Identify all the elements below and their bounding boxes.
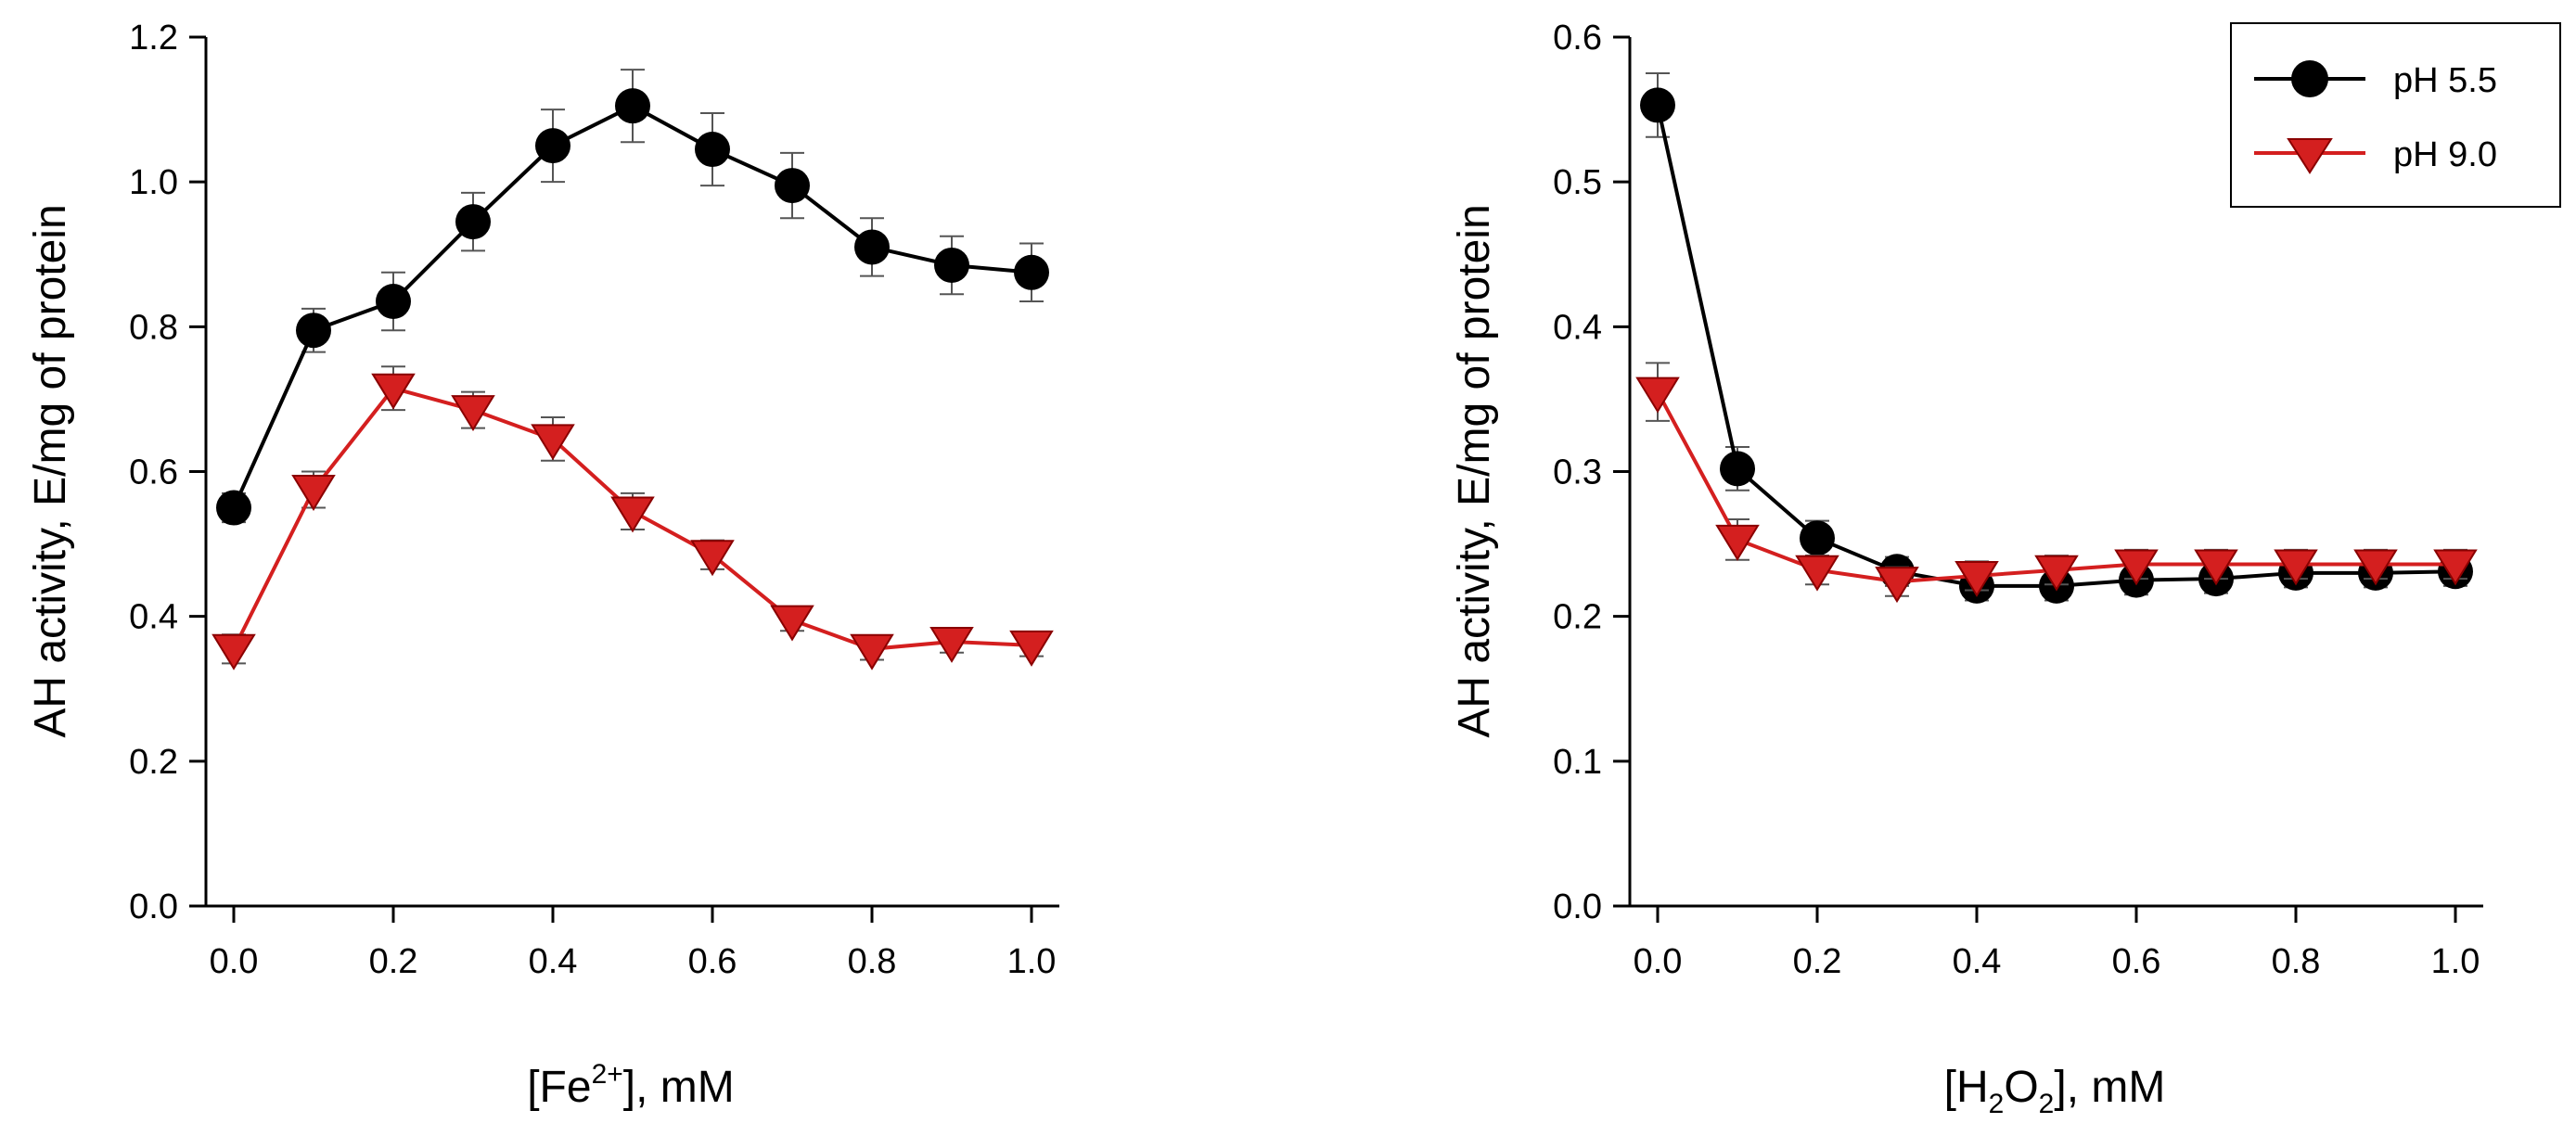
left-series-ph90-point — [610, 496, 655, 533]
left-x-tick-label: 0.2 — [369, 942, 418, 981]
right-series-ph90-point — [2034, 555, 2079, 592]
left-y-axis-label: AH activity, E/mg of protein — [26, 204, 75, 737]
left-x-tick-label: 0.0 — [210, 942, 259, 981]
left-y-tick-label: 0.8 — [129, 308, 178, 347]
left-series-ph55-point — [695, 132, 730, 168]
left-series-ph90-point — [929, 626, 974, 663]
left-series-ph90-point — [451, 395, 495, 432]
left-y-ticks: 0.0 0.2 0.4 0.6 0.8 1.0 1.2 — [129, 19, 206, 926]
right-series-ph55-point — [1640, 87, 1675, 123]
left-series-ph55-point — [535, 128, 570, 164]
left-series-ph90-point — [1009, 630, 1054, 667]
legend-marker-ph55 — [2291, 60, 2328, 97]
legend-label-ph90: pH 9.0 — [2393, 135, 2497, 174]
left-x-tick-label: 0.4 — [529, 942, 578, 981]
left-x-axis-label: [Fe2+], mM — [527, 1059, 735, 1112]
left-x-tick-label: 1.0 — [1007, 942, 1057, 981]
right-x-label-post: ], mM — [2054, 1063, 2165, 1112]
right-series-ph90-point — [1954, 560, 1999, 597]
legend-box — [2230, 22, 2561, 208]
legend-marker-ph90 — [2287, 138, 2333, 174]
right-x-tick-label: 1.0 — [2431, 942, 2480, 981]
right-y-tick-label: 0.2 — [1553, 598, 1602, 637]
right-series-ph55-point — [1800, 520, 1835, 556]
left-series-ph55-point — [455, 204, 491, 240]
right-series-ph90-point — [1875, 567, 1919, 604]
right-series-group — [1635, 72, 2478, 604]
right-series-ph90-point — [1715, 524, 1760, 561]
left-series-ph90-point — [850, 633, 894, 670]
left-x-ticks: 0.0 0.2 0.4 0.6 0.8 1.0 — [210, 906, 1057, 981]
left-y-tick-label: 0.2 — [129, 743, 178, 782]
right-x-label-subscript-2: 2 — [2039, 1089, 2055, 1119]
right-y-tick-label: 0.1 — [1553, 743, 1602, 782]
right-series-ph90-point — [1795, 555, 1839, 592]
right-x-label-pre: [H — [1944, 1063, 1989, 1112]
left-series-ph90-point — [291, 475, 336, 511]
left-x-tick-label: 0.6 — [688, 942, 737, 981]
right-series-ph90 — [1635, 362, 2478, 604]
right-x-tick-label: 0.6 — [2112, 942, 2161, 981]
right-y-tick-label: 0.3 — [1553, 453, 1602, 492]
left-series-ph55-point — [1014, 254, 1049, 290]
left-y-tick-label: 0.4 — [129, 598, 178, 637]
right-x-tick-label: 0.4 — [1953, 942, 2002, 981]
left-series-group — [211, 69, 1054, 670]
right-y-tick-label: 0.5 — [1553, 163, 1602, 202]
right-series-ph55-point — [1720, 451, 1755, 487]
left-x-label-post: ], mM — [623, 1063, 735, 1112]
right-y-tick-label: 0.0 — [1553, 887, 1602, 926]
left-series-ph55-point — [934, 247, 969, 283]
left-series-ph55-point — [376, 284, 411, 320]
left-series-ph55-point — [854, 229, 890, 265]
left-y-tick-label: 1.2 — [129, 19, 178, 57]
right-series-ph90-point — [2274, 549, 2318, 586]
left-series-ph55 — [216, 69, 1049, 526]
left-series-ph90-point — [531, 424, 575, 461]
right-y-tick-label: 0.6 — [1553, 19, 1602, 57]
right-series-ph90-point — [2353, 549, 2398, 586]
right-series-ph90-point — [1635, 377, 1680, 414]
left-series-ph55-point — [775, 168, 810, 204]
left-y-tick-label: 1.0 — [129, 163, 178, 202]
right-y-tick-label: 0.4 — [1553, 308, 1602, 347]
left-series-ph90 — [211, 365, 1054, 670]
left-series-ph90-point — [690, 540, 735, 577]
right-y-axis-label: AH activity, E/mg of protein — [1450, 204, 1499, 737]
left-series-ph55-line — [232, 103, 1032, 509]
right-chart-panel: 0.0 0.1 0.2 0.3 0.4 0.5 0.6 0.0 0.2 0.4 0.6 0.8 1.0… — [1450, 19, 2561, 1119]
left-series-ph55-point — [216, 490, 251, 526]
left-series-ph55-point — [296, 313, 331, 349]
left-chart-panel: 0.0 0.2 0.4 0.6 0.8 1.0 1.2 0.0 0.2 0.4 0.6 0.8 1.0… — [26, 19, 1059, 1112]
right-x-axis-label: [H2O2], mM — [1944, 1063, 2166, 1119]
left-y-tick-label: 0.6 — [129, 453, 178, 492]
right-series-ph90-point — [2433, 549, 2478, 586]
right-series-ph90-point — [2114, 549, 2159, 586]
right-x-label-mid: O — [2004, 1063, 2038, 1112]
right-x-ticks: 0.0 0.2 0.4 0.6 0.8 1.0 — [1634, 906, 2480, 981]
legend: pH 5.5 pH 9.0 — [2230, 22, 2561, 208]
left-x-tick-label: 0.8 — [848, 942, 897, 981]
legend-label-ph55: pH 5.5 — [2393, 61, 2497, 100]
right-x-tick-label: 0.8 — [2272, 942, 2321, 981]
left-x-label-superscript: 2+ — [592, 1059, 623, 1090]
left-series-ph90-point — [770, 605, 814, 642]
left-series-ph90-point — [211, 633, 256, 670]
left-x-label-pre: [Fe — [527, 1063, 591, 1112]
left-series-ph55-point — [615, 88, 650, 124]
right-x-tick-label: 0.0 — [1634, 942, 1683, 981]
right-x-tick-label: 0.2 — [1793, 942, 1842, 981]
right-y-ticks: 0.0 0.1 0.2 0.3 0.4 0.5 0.6 — [1553, 19, 1630, 926]
right-series-ph90-point — [2194, 549, 2238, 586]
right-series-ph90-line — [1656, 390, 2455, 584]
legend-entry-ph90: pH 9.0 — [2254, 135, 2497, 174]
left-series-ph90-point — [371, 373, 416, 410]
legend-entry-ph55: pH 5.5 — [2254, 60, 2497, 100]
right-x-label-subscript-1: 2 — [1989, 1089, 2005, 1119]
left-y-tick-label: 0.0 — [129, 887, 178, 926]
